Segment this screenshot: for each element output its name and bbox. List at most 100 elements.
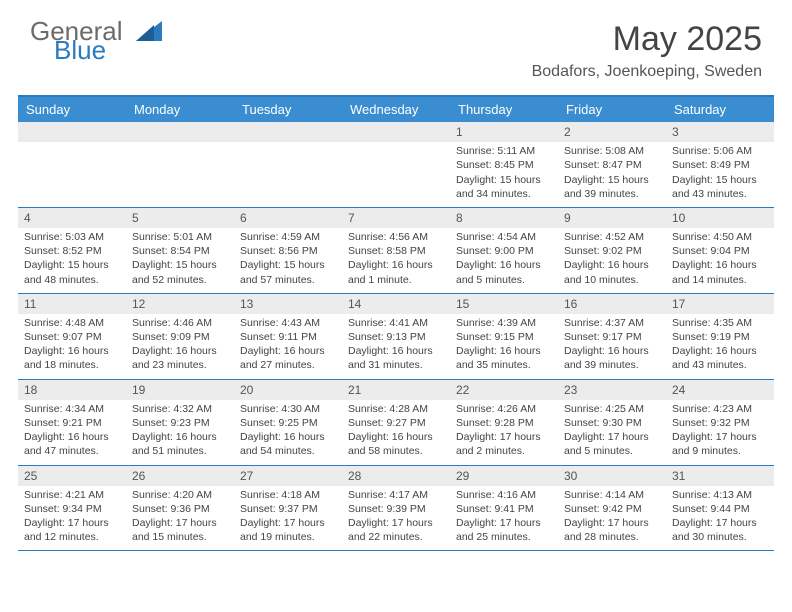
sunset-line: Sunset: 9:42 PM (564, 502, 660, 516)
sunrise-line: Sunrise: 4:21 AM (24, 488, 120, 502)
calendar-cell: 18Sunrise: 4:34 AMSunset: 9:21 PMDayligh… (18, 380, 126, 465)
daylight-line: Daylight: 15 hours and 48 minutes. (24, 258, 120, 286)
calendar-cell: 31Sunrise: 4:13 AMSunset: 9:44 PMDayligh… (666, 466, 774, 551)
day-number: 20 (234, 380, 342, 400)
calendar-cell (342, 122, 450, 207)
daylight-line: Daylight: 16 hours and 35 minutes. (456, 344, 552, 372)
daylight-line: Daylight: 16 hours and 51 minutes. (132, 430, 228, 458)
sunrise-line: Sunrise: 4:41 AM (348, 316, 444, 330)
sunset-line: Sunset: 8:45 PM (456, 158, 552, 172)
sunrise-line: Sunrise: 4:13 AM (672, 488, 768, 502)
calendar-cell: 4Sunrise: 5:03 AMSunset: 8:52 PMDaylight… (18, 208, 126, 293)
calendar-cell: 19Sunrise: 4:32 AMSunset: 9:23 PMDayligh… (126, 380, 234, 465)
sunrise-line: Sunrise: 4:46 AM (132, 316, 228, 330)
calendar-week: 11Sunrise: 4:48 AMSunset: 9:07 PMDayligh… (18, 294, 774, 380)
daylight-line: Daylight: 16 hours and 14 minutes. (672, 258, 768, 286)
daylight-line: Daylight: 16 hours and 1 minute. (348, 258, 444, 286)
day-number: 17 (666, 294, 774, 314)
calendar-week: 4Sunrise: 5:03 AMSunset: 8:52 PMDaylight… (18, 208, 774, 294)
day-number: 16 (558, 294, 666, 314)
sunset-line: Sunset: 9:25 PM (240, 416, 336, 430)
day-number: 13 (234, 294, 342, 314)
sunset-line: Sunset: 9:39 PM (348, 502, 444, 516)
day-header: Friday (558, 97, 666, 122)
logo: General Blue (30, 20, 162, 62)
sunset-line: Sunset: 9:34 PM (24, 502, 120, 516)
day-number: 7 (342, 208, 450, 228)
day-number: 1 (450, 122, 558, 142)
calendar-cell: 8Sunrise: 4:54 AMSunset: 9:00 PMDaylight… (450, 208, 558, 293)
sunrise-line: Sunrise: 4:26 AM (456, 402, 552, 416)
calendar-cell: 26Sunrise: 4:20 AMSunset: 9:36 PMDayligh… (126, 466, 234, 551)
calendar-cell: 21Sunrise: 4:28 AMSunset: 9:27 PMDayligh… (342, 380, 450, 465)
sunrise-line: Sunrise: 4:39 AM (456, 316, 552, 330)
day-number: 26 (126, 466, 234, 486)
location-subtitle: Bodafors, Joenkoeping, Sweden (532, 63, 762, 81)
day-number: 21 (342, 380, 450, 400)
header: General Blue May 2025 Bodafors, Joenkoep… (0, 0, 792, 89)
day-header: Sunday (18, 97, 126, 122)
daylight-line: Daylight: 16 hours and 54 minutes. (240, 430, 336, 458)
day-number: 4 (18, 208, 126, 228)
calendar-cell: 6Sunrise: 4:59 AMSunset: 8:56 PMDaylight… (234, 208, 342, 293)
day-header: Thursday (450, 97, 558, 122)
calendar-cell: 15Sunrise: 4:39 AMSunset: 9:15 PMDayligh… (450, 294, 558, 379)
calendar-cell: 16Sunrise: 4:37 AMSunset: 9:17 PMDayligh… (558, 294, 666, 379)
sunrise-line: Sunrise: 4:32 AM (132, 402, 228, 416)
sunrise-line: Sunrise: 4:30 AM (240, 402, 336, 416)
sunset-line: Sunset: 9:04 PM (672, 244, 768, 258)
daylight-line: Daylight: 16 hours and 31 minutes. (348, 344, 444, 372)
calendar: Sunday Monday Tuesday Wednesday Thursday… (18, 95, 774, 551)
daylight-line: Daylight: 16 hours and 47 minutes. (24, 430, 120, 458)
sunset-line: Sunset: 9:32 PM (672, 416, 768, 430)
daylight-line: Daylight: 16 hours and 27 minutes. (240, 344, 336, 372)
day-number: 28 (342, 466, 450, 486)
day-header: Tuesday (234, 97, 342, 122)
page-title: May 2025 (532, 20, 762, 59)
sunrise-line: Sunrise: 4:20 AM (132, 488, 228, 502)
calendar-cell: 29Sunrise: 4:16 AMSunset: 9:41 PMDayligh… (450, 466, 558, 551)
sunset-line: Sunset: 9:00 PM (456, 244, 552, 258)
calendar-cell: 2Sunrise: 5:08 AMSunset: 8:47 PMDaylight… (558, 122, 666, 207)
sunset-line: Sunset: 8:47 PM (564, 158, 660, 172)
day-number: 8 (450, 208, 558, 228)
day-number: 30 (558, 466, 666, 486)
daylight-line: Daylight: 17 hours and 5 minutes. (564, 430, 660, 458)
sunrise-line: Sunrise: 5:01 AM (132, 230, 228, 244)
sunset-line: Sunset: 8:49 PM (672, 158, 768, 172)
day-number: 10 (666, 208, 774, 228)
sunrise-line: Sunrise: 4:23 AM (672, 402, 768, 416)
calendar-cell: 11Sunrise: 4:48 AMSunset: 9:07 PMDayligh… (18, 294, 126, 379)
calendar-cell: 27Sunrise: 4:18 AMSunset: 9:37 PMDayligh… (234, 466, 342, 551)
day-number: 18 (18, 380, 126, 400)
calendar-cell: 25Sunrise: 4:21 AMSunset: 9:34 PMDayligh… (18, 466, 126, 551)
sunrise-line: Sunrise: 4:18 AM (240, 488, 336, 502)
day-number (18, 122, 126, 142)
sunrise-line: Sunrise: 4:54 AM (456, 230, 552, 244)
sunset-line: Sunset: 9:37 PM (240, 502, 336, 516)
day-number: 29 (450, 466, 558, 486)
sunset-line: Sunset: 9:30 PM (564, 416, 660, 430)
calendar-cell: 24Sunrise: 4:23 AMSunset: 9:32 PMDayligh… (666, 380, 774, 465)
day-number (234, 122, 342, 142)
calendar-week: 25Sunrise: 4:21 AMSunset: 9:34 PMDayligh… (18, 466, 774, 552)
calendar-cell: 28Sunrise: 4:17 AMSunset: 9:39 PMDayligh… (342, 466, 450, 551)
day-number: 11 (18, 294, 126, 314)
day-number: 25 (18, 466, 126, 486)
day-number: 31 (666, 466, 774, 486)
sunrise-line: Sunrise: 4:48 AM (24, 316, 120, 330)
calendar-cell: 9Sunrise: 4:52 AMSunset: 9:02 PMDaylight… (558, 208, 666, 293)
title-block: May 2025 Bodafors, Joenkoeping, Sweden (532, 20, 762, 81)
day-number: 22 (450, 380, 558, 400)
sunrise-line: Sunrise: 4:35 AM (672, 316, 768, 330)
sunset-line: Sunset: 9:09 PM (132, 330, 228, 344)
daylight-line: Daylight: 15 hours and 57 minutes. (240, 258, 336, 286)
sunset-line: Sunset: 9:41 PM (456, 502, 552, 516)
daylight-line: Daylight: 15 hours and 52 minutes. (132, 258, 228, 286)
daylight-line: Daylight: 17 hours and 9 minutes. (672, 430, 768, 458)
calendar-cell: 7Sunrise: 4:56 AMSunset: 8:58 PMDaylight… (342, 208, 450, 293)
sunset-line: Sunset: 9:15 PM (456, 330, 552, 344)
calendar-cell: 3Sunrise: 5:06 AMSunset: 8:49 PMDaylight… (666, 122, 774, 207)
sunrise-line: Sunrise: 4:52 AM (564, 230, 660, 244)
daylight-line: Daylight: 16 hours and 39 minutes. (564, 344, 660, 372)
